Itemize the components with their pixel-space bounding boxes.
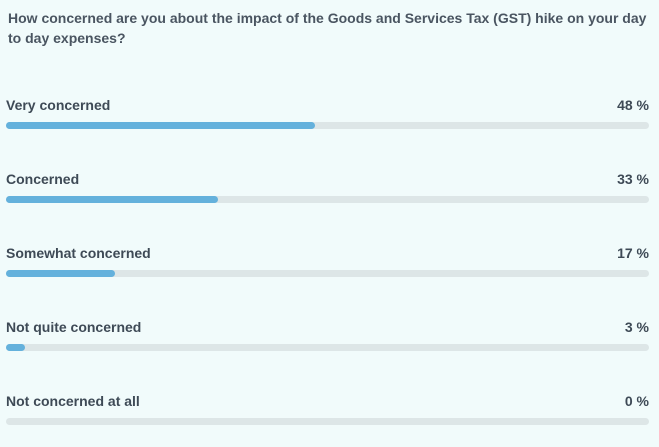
poll-option-not-quite-concerned: Not quite concerned 3 % <box>6 318 649 354</box>
option-percentage: 33 % <box>617 171 649 187</box>
result-bar-track <box>6 122 649 129</box>
result-bar-fill <box>6 122 315 129</box>
option-label: Not concerned at all <box>6 393 140 409</box>
option-label: Concerned <box>6 171 80 187</box>
option-percentage: 17 % <box>617 245 649 261</box>
result-bar-track <box>6 196 649 203</box>
result-bar-fill <box>6 270 115 277</box>
result-bar-track <box>6 418 649 425</box>
result-bar-track <box>6 270 649 277</box>
poll-option-somewhat-concerned: Somewhat concerned 17 % <box>6 244 649 280</box>
poll-question: How concerned are you about the impact o… <box>8 10 647 46</box>
poll-option-not-concerned-at-all: Not concerned at all 0 % <box>6 392 649 428</box>
option-label: Very concerned <box>6 97 111 113</box>
option-label: Not quite concerned <box>6 319 142 335</box>
option-percentage: 48 % <box>617 97 649 113</box>
poll-option-concerned: Concerned 33 % <box>6 170 649 206</box>
result-bar-track <box>6 344 649 351</box>
result-bar-fill <box>6 196 218 203</box>
option-percentage: 0 % <box>624 393 649 409</box>
option-label: Somewhat concerned <box>6 245 151 261</box>
option-percentage: 3 % <box>624 319 649 335</box>
result-bar-fill <box>6 344 25 351</box>
poll-option-very-concerned: Very concerned 48 % <box>6 96 649 132</box>
